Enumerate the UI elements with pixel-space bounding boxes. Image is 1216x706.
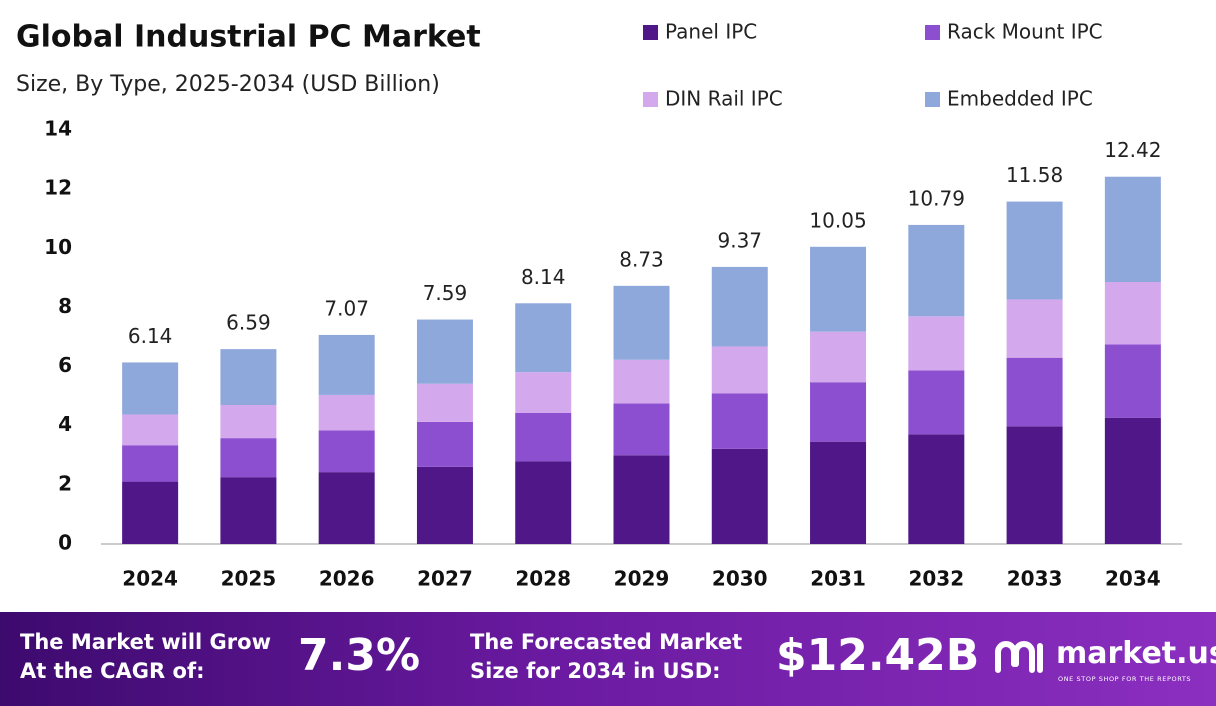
bar-segment (1006, 299, 1063, 358)
forecast-value: $12.42B (776, 630, 980, 681)
bar-segment (220, 477, 277, 544)
total-label: 7.07 (324, 296, 369, 320)
x-tick-label: 2032 (908, 567, 964, 591)
tagline: ONE STOP SHOP FOR THE REPORTS (1058, 675, 1192, 683)
bar-segment (318, 430, 375, 473)
total-label: 11.58 (1006, 163, 1063, 187)
legend-swatch (925, 92, 940, 107)
bar-segment (515, 372, 572, 413)
bar-segment (318, 472, 375, 544)
legend-swatch (925, 25, 940, 40)
total-label: 6.59 (226, 311, 271, 335)
x-tick-label: 2034 (1105, 567, 1161, 591)
text: The Market will Grow (20, 630, 271, 654)
y-tick-label: 4 (58, 412, 72, 436)
chart: Global Industrial PC Market Size, By Typ… (16, 20, 1182, 591)
x-tick-label: 2028 (515, 567, 571, 591)
total-label: 8.14 (521, 265, 566, 289)
legend-label: DIN Rail IPC (665, 87, 783, 111)
bar-segment (711, 393, 768, 449)
x-tick-label: 2027 (417, 567, 473, 591)
total-label: 6.14 (128, 324, 173, 348)
bar-segment (318, 394, 375, 431)
bar-segment (515, 412, 572, 462)
y-tick-label: 14 (44, 117, 72, 141)
x-tick-label: 2026 (319, 567, 375, 591)
text: The Forecasted Market (470, 630, 743, 654)
bar-segment (220, 405, 277, 439)
bar-segment (810, 382, 867, 442)
cagr-value: 7.3% (298, 630, 421, 681)
cagr-label: The Market will Grow At the CAGR of: (20, 628, 271, 686)
bar-segment (220, 438, 277, 478)
bar-segment (810, 246, 867, 332)
bar-segment (810, 331, 867, 383)
bar-segment (908, 224, 965, 317)
total-label: 8.73 (619, 247, 664, 271)
bar-segment (122, 481, 179, 544)
total-label: 10.05 (809, 208, 866, 232)
total-label: 10.79 (908, 186, 965, 210)
bar-segment (1006, 426, 1063, 544)
text: At the CAGR of: (20, 659, 205, 683)
y-tick-label: 0 (58, 531, 72, 555)
bar-segment (1104, 281, 1161, 345)
bar-segment (711, 448, 768, 544)
y-tick-label: 8 (58, 294, 72, 318)
y-tick-label: 10 (44, 235, 72, 259)
bar-segment (122, 414, 179, 446)
total-label: 9.37 (718, 228, 763, 252)
x-tick-label: 2031 (810, 567, 866, 591)
bar-segment (908, 316, 965, 371)
bar-segment (908, 434, 965, 544)
x-tick-label: 2025 (221, 567, 277, 591)
bar-segment (613, 285, 670, 360)
bar-segment (810, 441, 867, 544)
legend-label: Panel IPC (665, 20, 757, 44)
x-tick-label: 2029 (614, 567, 670, 591)
bar-segment (908, 370, 965, 435)
y-tick-label: 2 (58, 471, 72, 495)
bar-segment (1104, 417, 1161, 544)
x-tick-label: 2024 (122, 567, 178, 591)
bar-segment (613, 455, 670, 544)
x-tick-label: 2033 (1007, 567, 1063, 591)
bar-segment (1006, 357, 1063, 427)
bar-segment (318, 334, 375, 395)
bar-segment (122, 445, 179, 482)
legend-label: Rack Mount IPC (947, 20, 1103, 44)
chart-subtitle: Size, By Type, 2025-2034 (USD Billion) (16, 72, 440, 97)
bar-segment (613, 403, 670, 456)
x-tick-label: 2030 (712, 567, 768, 591)
bar-segment (711, 266, 768, 347)
bar-segment (711, 346, 768, 394)
total-label: 12.42 (1104, 138, 1161, 162)
bar-segment (416, 319, 473, 384)
bar-segment (613, 359, 670, 404)
bar-segment (122, 362, 179, 415)
chart-title: Global Industrial PC Market (16, 20, 481, 55)
legend-swatch (643, 92, 658, 107)
bar-segment (416, 421, 473, 467)
bar-segment (515, 303, 572, 373)
bar-segment (416, 466, 473, 544)
bar-segment (1104, 344, 1161, 418)
legend-swatch (643, 25, 658, 40)
y-tick-label: 12 (44, 176, 72, 200)
footer: The Market will Grow At the CAGR of: 7.3%… (0, 612, 1216, 706)
text: Size for 2034 in USD: (470, 659, 721, 683)
bar-segment (1006, 201, 1063, 300)
logo-icon (995, 641, 1043, 673)
total-label: 7.59 (423, 281, 468, 305)
bar-segment (1104, 176, 1161, 282)
legend-label: Embedded IPC (947, 87, 1093, 111)
forecast-label: The Forecasted Market Size for 2034 in US… (470, 628, 742, 686)
logo: market.us (1056, 636, 1216, 671)
bar-segment (515, 461, 572, 544)
y-tick-label: 6 (58, 353, 72, 377)
bar-segment (220, 349, 277, 406)
bar-segment (416, 383, 473, 422)
